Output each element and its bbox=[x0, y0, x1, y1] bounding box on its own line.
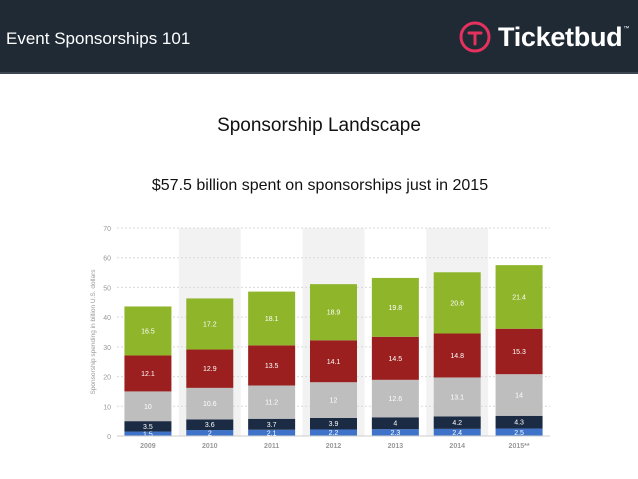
data-label: 14 bbox=[515, 392, 523, 399]
bar-segment bbox=[433, 416, 481, 429]
bar-segment bbox=[248, 429, 296, 436]
data-label: 16.5 bbox=[141, 328, 155, 335]
data-label: 19.8 bbox=[389, 305, 403, 312]
stacked-bar-chart: 0 10 20 30 40 50 60 70 Sponsorship spending in b… bbox=[90, 226, 550, 450]
bar-segment bbox=[186, 430, 234, 436]
data-label: 11.2 bbox=[265, 400, 278, 407]
ticketbud-logo-icon bbox=[459, 21, 491, 53]
data-label: 18.1 bbox=[265, 316, 279, 323]
data-label: 2.5 bbox=[514, 430, 524, 437]
bar-segment bbox=[433, 333, 481, 378]
data-label: 3.5 bbox=[143, 424, 153, 431]
data-label: 3.6 bbox=[205, 422, 215, 429]
y-tick-label: 20 bbox=[103, 375, 111, 382]
bar-segment bbox=[433, 428, 481, 436]
data-label: 2.1 bbox=[267, 430, 277, 437]
bar-segment bbox=[495, 415, 543, 429]
bar-segment bbox=[310, 284, 357, 341]
bar-segment bbox=[433, 272, 481, 334]
x-tick-label: 2012 bbox=[326, 443, 342, 450]
bar-segment bbox=[495, 265, 543, 329]
bar-segment bbox=[186, 298, 234, 350]
y-tick-label: 10 bbox=[103, 404, 111, 411]
y-tick-label: 60 bbox=[103, 256, 111, 263]
bar-segment bbox=[124, 421, 172, 432]
y-tick-label: 50 bbox=[103, 285, 111, 292]
bar-segment bbox=[124, 391, 172, 422]
data-label: 17.2 bbox=[203, 321, 217, 328]
y-tick-label: 0 bbox=[107, 434, 111, 441]
bar-segment bbox=[371, 277, 419, 337]
x-tick-label: 2013 bbox=[388, 443, 404, 450]
y-tick-label: 70 bbox=[103, 226, 111, 233]
data-label: 2 bbox=[208, 431, 212, 438]
logo-trademark: ™ bbox=[623, 26, 630, 32]
x-tick-label: 2009 bbox=[140, 443, 156, 450]
data-label: 1.5 bbox=[143, 431, 153, 438]
bar-segment bbox=[248, 418, 296, 430]
slide-subtitle-text: $57.5 billion spent on sponsorships just… bbox=[151, 177, 489, 194]
bar-segment bbox=[371, 417, 419, 430]
bar-segment bbox=[186, 387, 234, 420]
logo-wordmark: Ticketbud bbox=[498, 21, 623, 52]
bar-segment bbox=[310, 429, 357, 436]
data-label: 20.6 bbox=[450, 300, 464, 307]
bar-segment bbox=[124, 431, 172, 436]
data-label: 4.2 bbox=[452, 420, 462, 427]
slide-subtitle: $57.5 billion spent on sponsorships just… bbox=[0, 177, 638, 195]
data-label: 15.3 bbox=[512, 349, 526, 356]
x-tick-label: 2011 bbox=[264, 443, 279, 450]
bar-segment bbox=[248, 345, 296, 386]
data-label: 2.4 bbox=[452, 430, 462, 437]
bar-segment bbox=[310, 417, 357, 430]
data-label: 12.1 bbox=[141, 371, 155, 378]
bar-segment bbox=[310, 340, 357, 383]
data-label: 14.5 bbox=[389, 356, 403, 363]
ticketbud-logo: Ticketbud ™ bbox=[458, 20, 629, 54]
data-label: 3.7 bbox=[267, 422, 277, 429]
bar-segment bbox=[186, 349, 234, 388]
data-label: 10 bbox=[144, 404, 152, 411]
bar-segment bbox=[248, 291, 296, 346]
bar-segment bbox=[371, 429, 419, 436]
bar-segment bbox=[433, 377, 481, 417]
x-tick-label: 2010 bbox=[202, 443, 218, 450]
data-label: 2.2 bbox=[329, 430, 339, 437]
data-label: 2.3 bbox=[390, 430, 400, 437]
bar-segment bbox=[495, 328, 543, 375]
data-label: 21.4 bbox=[512, 294, 526, 301]
header-title: Event Sponsorships 101 bbox=[6, 29, 191, 48]
bar-segment bbox=[310, 382, 357, 418]
data-label: 10.6 bbox=[203, 401, 217, 408]
slide-title: Sponsorship Landscape bbox=[217, 115, 421, 136]
bar-segment bbox=[495, 428, 543, 436]
bar-segment bbox=[371, 379, 419, 418]
bar-segment bbox=[186, 419, 234, 431]
x-tick-label: 2014 bbox=[449, 443, 465, 450]
y-tick-label: 30 bbox=[103, 345, 111, 352]
data-label: 18.9 bbox=[327, 310, 341, 317]
bar-segment bbox=[248, 385, 296, 419]
data-label: 4.3 bbox=[514, 420, 524, 427]
y-axis-label: Sponsorship spending in billion U.S. dol… bbox=[90, 269, 97, 395]
data-label: 13.1 bbox=[450, 394, 464, 401]
data-label: 12.9 bbox=[203, 366, 217, 373]
data-label: 13.5 bbox=[265, 363, 279, 370]
bar-segment bbox=[124, 306, 172, 356]
data-label: 4 bbox=[393, 421, 397, 428]
data-label: 14.1 bbox=[327, 359, 341, 366]
data-label: 3.9 bbox=[329, 421, 339, 428]
bar-segment bbox=[371, 336, 419, 380]
y-tick-label: 40 bbox=[103, 315, 111, 322]
data-label: 12 bbox=[330, 398, 338, 405]
data-label: 14.8 bbox=[450, 353, 464, 360]
data-label: 12.6 bbox=[389, 396, 403, 403]
x-tick-label: 2015** bbox=[509, 443, 530, 450]
bar-segment bbox=[495, 374, 543, 416]
bar-segment bbox=[124, 355, 172, 392]
slide-header: Event Sponsorships 101 Ticketbud ™ bbox=[0, 0, 638, 74]
